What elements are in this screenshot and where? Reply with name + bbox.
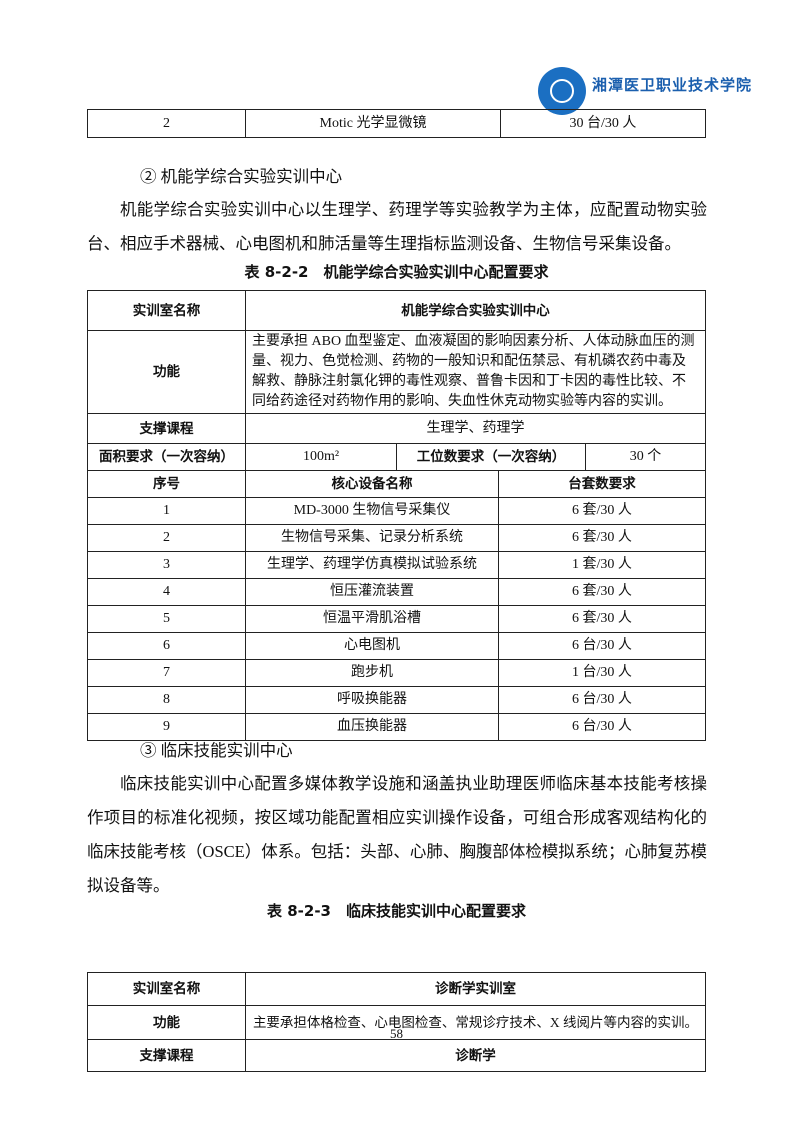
- cell: 6 台/30 人: [498, 632, 706, 660]
- paragraph: 机能学综合实验实训中心以生理学、药理学等实验教学为主体，应配置动物实验台、相应手…: [87, 200, 707, 253]
- table-row: 3 生理学、药理学仿真模拟试验系统 1 套/30 人: [87, 551, 706, 579]
- cell: 诊断学实训室: [245, 972, 706, 1006]
- cell: 6: [87, 632, 246, 660]
- section-heading: ② 机能学综合实验实训中心: [140, 167, 343, 186]
- cell: 6 台/30 人: [498, 713, 706, 741]
- top-table-continuation: 2 Motic 光学显微镜 30 台/30 人: [87, 109, 706, 138]
- table-row: 2 生物信号采集、记录分析系统 6 套/30 人: [87, 524, 706, 552]
- table-row: 支撑课程 诊断学: [87, 1039, 706, 1072]
- cell: 恒温平滑肌浴槽: [245, 605, 499, 633]
- section-heading: ③ 临床技能实训中心: [140, 741, 293, 760]
- cell: 机能学综合实验实训中心: [245, 290, 706, 331]
- cell: 3: [87, 551, 246, 579]
- config-table-8-2-3: 实训室名称 诊断学实训室 功能 主要承担体格检查、心电图检查、常规诊疗技术、X …: [87, 972, 706, 1072]
- cell: 主要承担体格检查、心电图检查、常规诊疗技术、X 线阅片等内容的实训。: [245, 1005, 706, 1040]
- cell: 呼吸换能器: [245, 686, 499, 714]
- cell: 实训室名称: [87, 290, 246, 331]
- cell: 工位数要求（一次容纳）: [396, 443, 586, 471]
- cell: 7: [87, 659, 246, 687]
- column-header: 台套数要求: [498, 470, 706, 498]
- cell: 支撑课程: [87, 1039, 246, 1072]
- cell: Motic 光学显微镜: [245, 109, 501, 138]
- column-header: 序号: [87, 470, 246, 498]
- cell: 6 套/30 人: [498, 524, 706, 552]
- cell: 1 台/30 人: [498, 659, 706, 687]
- config-table-8-2-2: 实训室名称 机能学综合实验实训中心 功能 主要承担 ABO 血型鉴定、血液凝固的…: [87, 290, 706, 741]
- cell: 心电图机: [245, 632, 499, 660]
- table-row: 4 恒压灌流装置 6 套/30 人: [87, 578, 706, 606]
- table-row: 实训室名称 诊断学实训室: [87, 972, 706, 1006]
- table-row: 面积要求（一次容纳） 100m² 工位数要求（一次容纳） 30 个: [87, 443, 706, 471]
- cell: 6 套/30 人: [498, 497, 706, 525]
- cell: 6 台/30 人: [498, 686, 706, 714]
- page-number: 58: [390, 1026, 403, 1041]
- cell: 30 个: [585, 443, 706, 471]
- table-row: 9 血压换能器 6 台/30 人: [87, 713, 706, 741]
- table-row: 6 心电图机 6 台/30 人: [87, 632, 706, 660]
- cell: 4: [87, 578, 246, 606]
- cell: 诊断学: [245, 1039, 706, 1072]
- table-header-row: 序号 核心设备名称 台套数要求: [87, 470, 706, 498]
- cell: 2: [87, 524, 246, 552]
- college-logo: [538, 67, 586, 115]
- cell: 主要承担 ABO 血型鉴定、血液凝固的影响因素分析、人体动脉血压的测量、视力、色…: [245, 330, 706, 414]
- cell: 6 套/30 人: [498, 578, 706, 606]
- cell: 支撑课程: [87, 413, 246, 444]
- cell: MD-3000 生物信号采集仪: [245, 497, 499, 525]
- cell: 生理学、药理学仿真模拟试验系统: [245, 551, 499, 579]
- cell: 面积要求（一次容纳）: [87, 443, 246, 471]
- college-name: 湘潭医卫职业技术学院: [592, 76, 753, 94]
- cell: 1: [87, 497, 246, 525]
- table-row: 功能 主要承担 ABO 血型鉴定、血液凝固的影响因素分析、人体动脉血压的测量、视…: [87, 330, 706, 414]
- cell: 9: [87, 713, 246, 741]
- table-row: 8 呼吸换能器 6 台/30 人: [87, 686, 706, 714]
- cell: 功能: [87, 330, 246, 414]
- table-row: 2 Motic 光学显微镜 30 台/30 人: [87, 109, 706, 138]
- cell: 6 套/30 人: [498, 605, 706, 633]
- table-row: 5 恒温平滑肌浴槽 6 套/30 人: [87, 605, 706, 633]
- cell: 30 台/30 人: [500, 109, 706, 138]
- cell: 生理学、药理学: [245, 413, 706, 444]
- table-row: 实训室名称 机能学综合实验实训中心: [87, 290, 706, 331]
- table-row: 1 MD-3000 生物信号采集仪 6 套/30 人: [87, 497, 706, 525]
- cell: 5: [87, 605, 246, 633]
- cell: 1 套/30 人: [498, 551, 706, 579]
- table-caption: 表 8-2-3 临床技能实训中心配置要求: [267, 902, 526, 920]
- cell: 恒压灌流装置: [245, 578, 499, 606]
- cell: 2: [87, 109, 246, 138]
- cell: 实训室名称: [87, 972, 246, 1006]
- paragraph: 临床技能实训中心配置多媒体教学设施和涵盖执业助理医师临床基本技能考核操作项目的标…: [87, 774, 707, 895]
- cell: 生物信号采集、记录分析系统: [245, 524, 499, 552]
- cell: 8: [87, 686, 246, 714]
- column-header: 核心设备名称: [245, 470, 499, 498]
- table-row: 支撑课程 生理学、药理学: [87, 413, 706, 444]
- cell: 100m²: [245, 443, 397, 471]
- cell: 跑步机: [245, 659, 499, 687]
- table-row: 7 跑步机 1 台/30 人: [87, 659, 706, 687]
- table-caption: 表 8-2-2 机能学综合实验实训中心配置要求: [244, 263, 549, 281]
